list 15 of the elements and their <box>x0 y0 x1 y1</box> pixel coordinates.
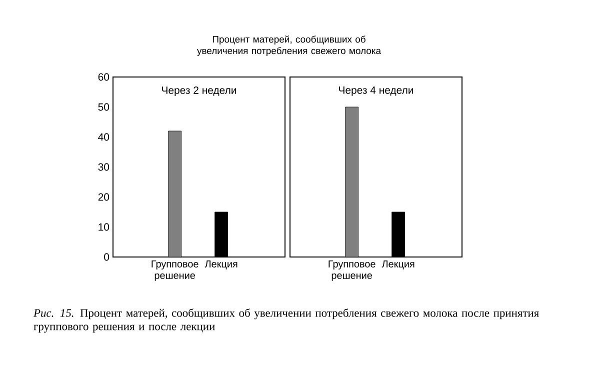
annotation: Через 2 недели <box>162 86 236 96</box>
y-tick-label: 60 <box>98 73 110 81</box>
y-tick-label: 30 <box>98 163 110 171</box>
y-tick-label: 40 <box>98 133 110 141</box>
y-tick-label: 20 <box>98 193 110 201</box>
x-tick-label: Групповое решение <box>328 260 376 281</box>
annotation: Через 4 недели <box>339 86 414 96</box>
x-tick-label: Групповое решение <box>152 260 198 281</box>
x-tick-label: Лекция <box>382 260 414 270</box>
y-tick-label: 10 <box>98 223 110 231</box>
y-tick-label: 50 <box>98 103 110 111</box>
chart-title: Процент матерей, сообщивших об увеличения потребления свежего молока <box>196 36 382 56</box>
text: Рис. 15. Процент матерей, сообщивших об увеличении потребления свежего молока после принятия группового решения и после лекции <box>33 308 539 333</box>
y-tick-label: 0 <box>104 253 110 261</box>
x-tick-label: Лекция <box>204 260 238 270</box>
